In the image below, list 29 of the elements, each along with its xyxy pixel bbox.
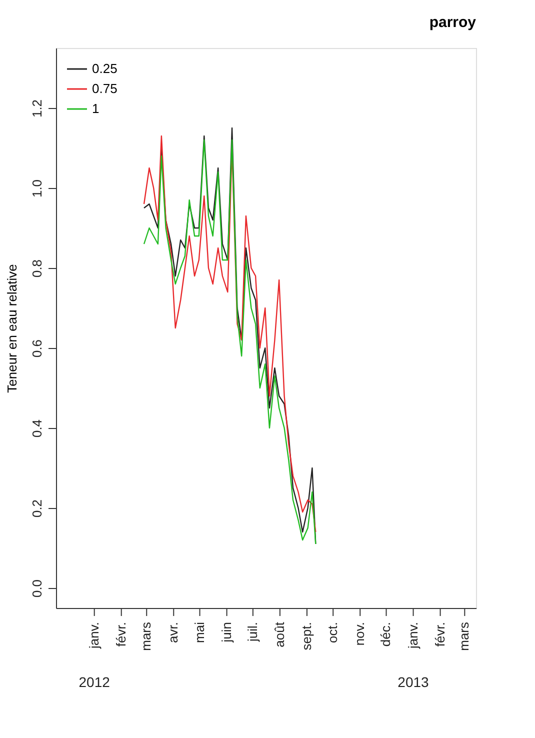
legend-label: 1 (92, 101, 100, 116)
x-tick-label: déc. (378, 622, 394, 647)
x-tick-label: févr. (432, 622, 448, 647)
y-tick-label: 1.0 (30, 179, 44, 198)
x-tick-label: juil. (244, 622, 260, 643)
y-tick-label: 0.4 (30, 419, 44, 438)
x-tick-label: avr. (166, 622, 181, 643)
x-tick-label: janv. (405, 622, 420, 650)
text: 2012 (78, 674, 110, 690)
x-tick-label: nov. (352, 622, 368, 646)
x-tick-label: sept. (298, 622, 314, 650)
legend-label: 0.25 (92, 61, 118, 76)
x-tick-label: mars (456, 622, 472, 651)
chart-title: parroy (429, 14, 477, 31)
x-tick-label: août (272, 622, 287, 648)
y-tick-label: 0.8 (30, 259, 44, 278)
x-tick-label: févr. (113, 622, 128, 647)
x-tick-label: mars (138, 622, 154, 651)
y-tick-label: 1.2 (30, 99, 44, 118)
text: 2013 (398, 674, 430, 690)
y-tick-label: 0.6 (30, 339, 44, 358)
x-tick-label: janv. (86, 622, 102, 650)
x-tick-label: oct. (325, 622, 340, 643)
y-tick-label: 0.2 (30, 499, 44, 518)
x-tick-label: mai (192, 622, 207, 643)
y-tick-label: 0.0 (30, 579, 44, 598)
x-tick-label: juin (218, 622, 234, 644)
legend-label: 0.75 (92, 81, 118, 96)
y-axis-title: Teneur en eau relative (4, 264, 20, 393)
